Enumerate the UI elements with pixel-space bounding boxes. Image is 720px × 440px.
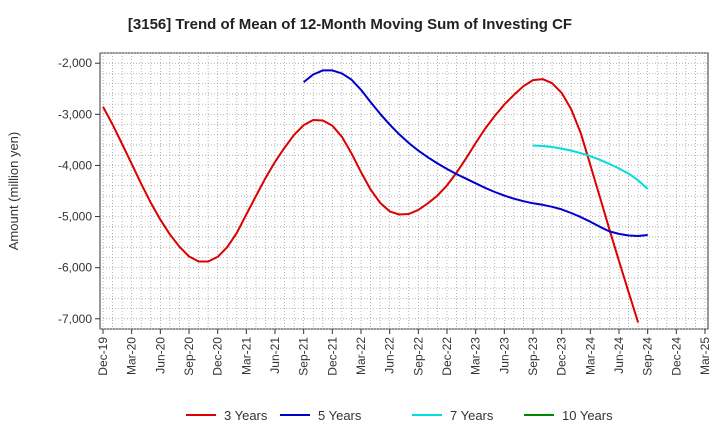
series-line-5-years [303,69,648,237]
legend-label: 7 Years [450,408,494,423]
y-axis-ticks: -2,000 -3,000 -4,000 -5,000 -6,000 -7,000 [58,56,100,326]
x-tick-label: Jun-23 [497,337,511,374]
legend: 3 Years 5 Years 7 Years 10 Years [186,408,613,423]
x-tick-label: Sep-24 [641,337,655,376]
y-tick-label: -2,000 [58,56,92,70]
x-tick-label: Mar-25 [698,337,712,375]
series-lines [102,69,649,323]
x-tick-label: Mar-23 [469,337,483,375]
x-tick-label: Dec-22 [440,337,454,376]
x-tick-label: Dec-20 [211,337,225,376]
series-line-7-years [532,144,649,190]
chart-title: [3156] Trend of Mean of 12-Month Moving … [128,16,572,33]
x-tick-label: Jun-22 [383,337,397,374]
x-tick-label: Mar-21 [239,337,253,375]
x-tick-label: Mar-22 [354,337,368,375]
x-axis-ticks: Dec-19 Mar-20 Jun-20 Sep-20 Dec-20 Mar-21 Jun-… [96,329,712,376]
x-tick-label: Sep-20 [182,337,196,376]
y-tick-label: -6,000 [58,261,92,275]
x-tick-label: Jun-21 [268,337,282,374]
series-line-3-years [102,78,640,323]
legend-label: 5 Years [318,408,362,423]
x-tick-label: Mar-20 [125,337,139,375]
x-tick-label: Sep-22 [411,337,425,376]
x-tick-label: Sep-23 [526,337,540,376]
y-tick-label: -7,000 [58,312,92,326]
y-tick-label: -5,000 [58,210,92,224]
x-tick-label: Jun-24 [612,337,626,374]
x-tick-label: Mar-24 [583,337,597,375]
y-axis-label: Amount (million yen) [6,132,21,251]
y-tick-label: -3,000 [58,107,92,121]
x-tick-label: Dec-21 [325,337,339,376]
x-tick-label: Dec-19 [96,337,110,376]
x-tick-label: Sep-21 [297,337,311,376]
plot-area [99,52,709,330]
x-tick-label: Jun-20 [153,337,167,374]
legend-label: 10 Years [562,408,613,423]
y-tick-label: -4,000 [58,158,92,172]
x-tick-label: Dec-24 [669,337,683,376]
legend-label: 3 Years [224,408,268,423]
x-tick-label: Dec-23 [555,337,569,376]
grid-lines [100,52,708,330]
